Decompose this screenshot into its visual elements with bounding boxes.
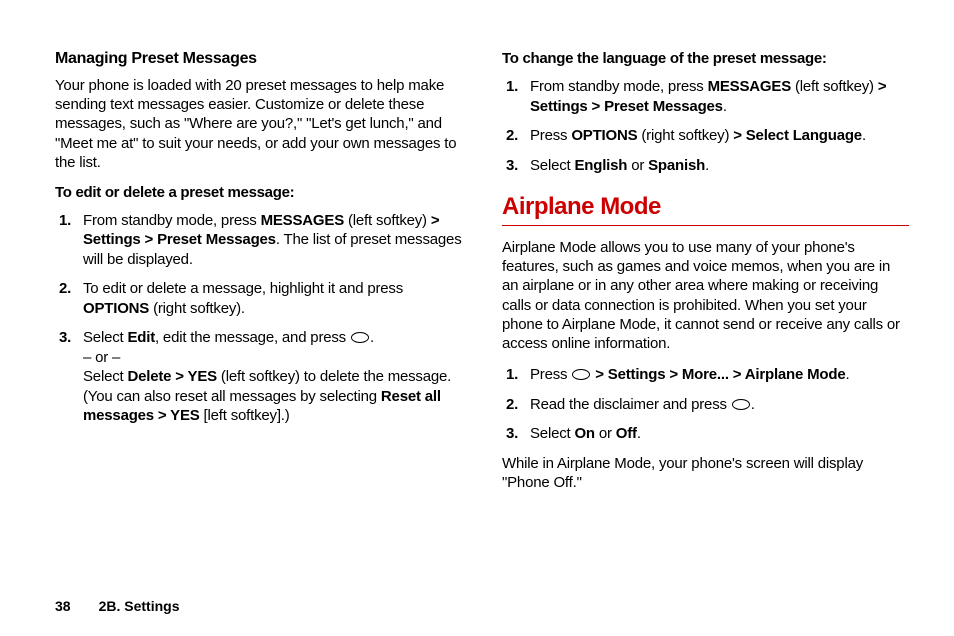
text: or bbox=[595, 425, 616, 442]
text: Select bbox=[530, 157, 574, 174]
right-column: To change the language of the preset mes… bbox=[502, 50, 909, 504]
left-column: Managing Preset Messages Your phone is l… bbox=[55, 50, 462, 504]
text: From standby mode, press bbox=[530, 78, 708, 95]
text: Select bbox=[530, 425, 574, 442]
text: To edit or delete a message, highlight i… bbox=[83, 280, 403, 297]
bold: On bbox=[574, 425, 594, 442]
text: . bbox=[862, 127, 866, 144]
text: (left softkey) bbox=[791, 78, 878, 95]
text: Press bbox=[530, 127, 571, 144]
page-number: 38 bbox=[55, 598, 71, 614]
text: (left softkey) bbox=[344, 212, 431, 229]
bold: MESSAGES bbox=[708, 78, 791, 95]
bold: OPTIONS bbox=[571, 127, 637, 144]
text: Press bbox=[530, 366, 571, 383]
text: Select bbox=[83, 329, 127, 346]
text: Read the disclaimer and press bbox=[530, 396, 731, 413]
text: . bbox=[370, 329, 374, 346]
step-1: From standby mode, press MESSAGES (left … bbox=[502, 77, 909, 116]
text: . bbox=[751, 396, 755, 413]
text: [left softkey].) bbox=[200, 407, 290, 424]
section-title-airplane-mode: Airplane Mode bbox=[502, 193, 909, 221]
bold: MESSAGES bbox=[261, 212, 344, 229]
steps-edit-delete: From standby mode, press MESSAGES (left … bbox=[55, 211, 462, 426]
step-3: Select Edit, edit the message, and press… bbox=[55, 328, 462, 426]
steps-change-language: From standby mode, press MESSAGES (left … bbox=[502, 77, 909, 175]
intro-paragraph: Your phone is loaded with 20 preset mess… bbox=[55, 76, 462, 172]
text: . bbox=[705, 157, 709, 174]
text: or bbox=[627, 157, 648, 174]
step-2: Press OPTIONS (right softkey) > Select L… bbox=[502, 126, 909, 146]
text: (right softkey). bbox=[149, 300, 245, 317]
text: Select bbox=[83, 368, 127, 385]
bold: Off bbox=[616, 425, 637, 442]
step-1: Press > Settings > More... > Airplane Mo… bbox=[502, 365, 909, 385]
instruction-change-language: To change the language of the preset mes… bbox=[502, 50, 909, 67]
step-1: From standby mode, press MESSAGES (left … bbox=[55, 211, 462, 270]
bold: > Settings > More... > Airplane Mode bbox=[591, 366, 845, 383]
step-2: Read the disclaimer and press . bbox=[502, 395, 909, 415]
key-icon bbox=[732, 399, 750, 410]
section-rule bbox=[502, 225, 909, 226]
bold: English bbox=[574, 157, 627, 174]
text: From standby mode, press bbox=[83, 212, 261, 229]
bold: Edit bbox=[127, 329, 155, 346]
step-2: To edit or delete a message, highlight i… bbox=[55, 279, 462, 318]
or-divider: – or – bbox=[83, 349, 120, 366]
airplane-closing: While in Airplane Mode, your phone's scr… bbox=[502, 454, 909, 492]
text: . bbox=[723, 98, 727, 115]
page-footer: 38 2B. Settings bbox=[55, 598, 179, 614]
text: . bbox=[846, 366, 850, 383]
page-content: Managing Preset Messages Your phone is l… bbox=[0, 0, 954, 524]
bold: Delete > YES bbox=[127, 368, 216, 385]
text: , edit the message, and press bbox=[155, 329, 350, 346]
key-icon bbox=[572, 369, 590, 380]
footer-section: 2B. Settings bbox=[99, 598, 180, 614]
steps-airplane-mode: Press > Settings > More... > Airplane Mo… bbox=[502, 365, 909, 444]
text: . bbox=[637, 425, 641, 442]
airplane-intro: Airplane Mode allows you to use many of … bbox=[502, 238, 909, 353]
subheading-managing-preset: Managing Preset Messages bbox=[55, 50, 462, 68]
text: (right softkey) bbox=[637, 127, 733, 144]
instruction-edit-delete: To edit or delete a preset message: bbox=[55, 184, 462, 201]
bold: OPTIONS bbox=[83, 300, 149, 317]
bold: Spanish bbox=[648, 157, 705, 174]
step-3: Select English or Spanish. bbox=[502, 156, 909, 176]
step-3: Select On or Off. bbox=[502, 424, 909, 444]
key-icon bbox=[351, 332, 369, 343]
bold: > Select Language bbox=[733, 127, 862, 144]
